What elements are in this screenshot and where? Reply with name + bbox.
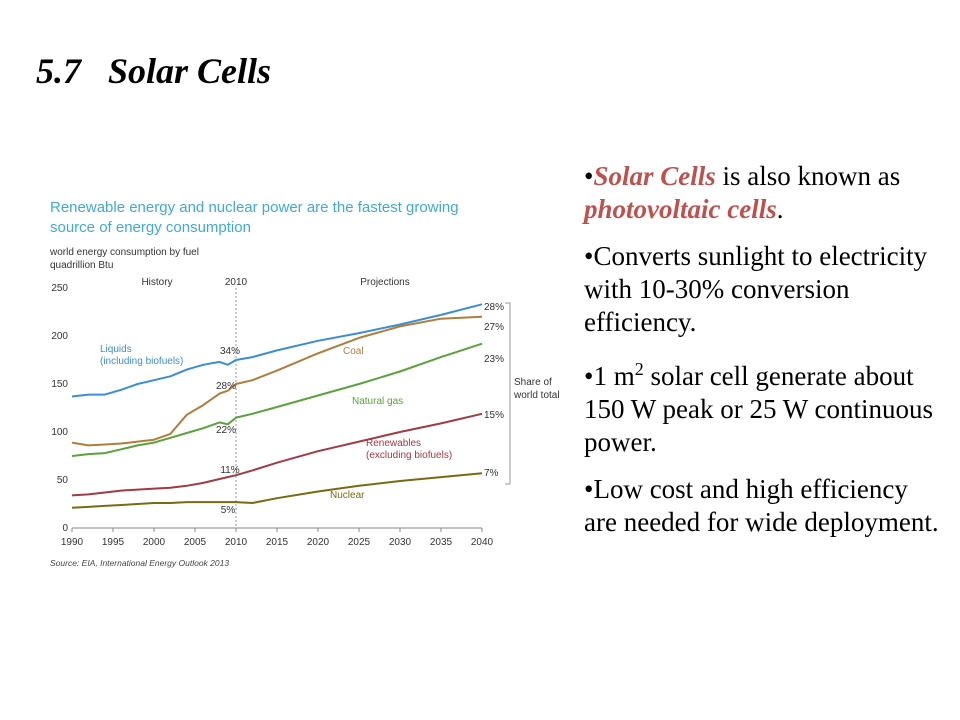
series-line-renewables xyxy=(71,412,483,497)
share-2040-coal: 27% xyxy=(484,322,504,333)
bullet-cost: •Low cost and high efficiency are needed… xyxy=(584,474,939,537)
series-line-natural_gas xyxy=(71,342,483,457)
series-label-liquids: (including biofuels) xyxy=(100,356,183,367)
chart-title-line-1: Renewable energy and nuclear power are t… xyxy=(50,199,459,216)
y-tick-label: 100 xyxy=(51,427,68,438)
series-label-natural_gas: Natural gas xyxy=(352,396,403,407)
x-tick-label: 2030 xyxy=(389,537,412,548)
series-label-coal: Coal xyxy=(343,346,364,357)
x-tick-label: 1990 xyxy=(61,537,84,548)
series-label-liquids: Liquids xyxy=(100,344,132,355)
share-2040-natural_gas: 23% xyxy=(484,354,504,365)
series-label-renewables: (excluding biofuels) xyxy=(366,450,452,461)
share-2010-renewables: 11% xyxy=(220,465,239,476)
series-label-nuclear: Nuclear xyxy=(330,490,365,501)
x-tick-label: 2020 xyxy=(307,537,330,548)
bullet-power: •1 m2 solar cell generate about 150 W pe… xyxy=(584,359,933,457)
x-tick-label: 2035 xyxy=(430,537,453,548)
y-tick-label: 0 xyxy=(62,523,68,534)
x-tick-label: 2015 xyxy=(266,537,289,548)
series-line-coal xyxy=(71,315,483,447)
series-line-nuclear xyxy=(71,472,483,509)
slide-title: 5.7 Solar Cells xyxy=(36,51,272,91)
series-label-renewables: Renewables xyxy=(366,438,421,449)
y-axis-label-line-2: quadrillion Btu xyxy=(50,260,113,271)
term-solar-cells: Solar Cells xyxy=(593,161,716,191)
x-tick-label: 2010 xyxy=(225,537,248,548)
y-axis-label-line-1: world energy consumption by fuel xyxy=(49,247,199,258)
bullet-list: •Solar Cells is also known as photovolta… xyxy=(584,160,944,553)
x-tick-label: 1995 xyxy=(102,537,125,548)
bullet-solar-cells: •Solar Cells is also known as photovolta… xyxy=(584,161,901,224)
bullet-conversion: •Converts sunlight to electricity with 1… xyxy=(584,241,928,337)
x-tick-label: 2000 xyxy=(143,537,166,548)
share-2010-nuclear: 5% xyxy=(221,505,236,516)
share-2010-natural_gas: 22% xyxy=(216,425,236,436)
chart-title-line-2: source of energy consumption xyxy=(50,219,251,236)
history-label: History xyxy=(141,277,172,288)
share-2010-coal: 28% xyxy=(216,381,236,392)
y-tick-label: 200 xyxy=(51,331,68,342)
share-label-line-1: Share of xyxy=(514,377,552,388)
share-2040-renewables: 15% xyxy=(484,410,504,421)
y-tick-label: 50 xyxy=(57,475,69,486)
share-2040-liquids: 28% xyxy=(484,302,504,313)
projections-label: Projections xyxy=(360,277,409,288)
share-bracket xyxy=(505,302,511,485)
share-2040-nuclear: 7% xyxy=(484,468,499,479)
term-photovoltaic-cells: photovoltaic cells xyxy=(584,194,777,224)
y-tick-label: 250 xyxy=(51,283,68,294)
y-tick-label: 150 xyxy=(51,379,68,390)
share-label-line-2: world total xyxy=(513,390,560,401)
chart-source: Source: EIA, International Energy Outloo… xyxy=(50,558,229,568)
split-year-label: 2010 xyxy=(225,277,248,288)
x-tick-label: 2005 xyxy=(184,537,207,548)
x-tick-label: 2025 xyxy=(348,537,371,548)
share-2010-liquids: 34% xyxy=(220,346,240,357)
x-tick-label: 2040 xyxy=(471,537,494,548)
series-line-liquids xyxy=(71,303,483,398)
